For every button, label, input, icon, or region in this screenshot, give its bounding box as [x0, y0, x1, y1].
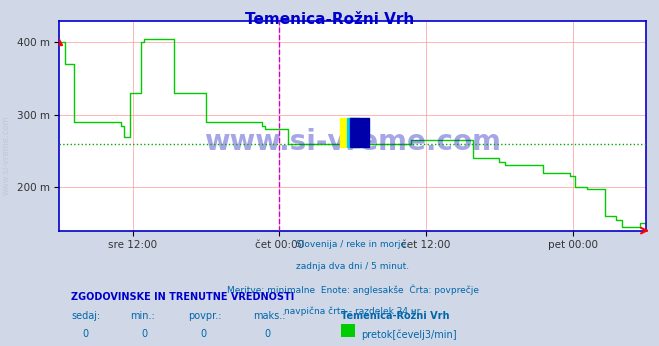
Text: sedaj:: sedaj: [71, 311, 100, 321]
Text: www.si-vreme.com: www.si-vreme.com [2, 116, 11, 195]
Text: Temenica-Rožni Vrh: Temenica-Rožni Vrh [245, 12, 414, 27]
Bar [339, 118, 355, 147]
Text: 0: 0 [265, 329, 271, 339]
Text: 0: 0 [200, 329, 206, 339]
Text: ZGODOVINSKE IN TRENUTNE VREDNOSTI: ZGODOVINSKE IN TRENUTNE VREDNOSTI [71, 292, 295, 302]
Text: Slovenija / reke in morje.: Slovenija / reke in morje. [296, 239, 409, 248]
Text: 0: 0 [142, 329, 148, 339]
Text: min.:: min.: [130, 311, 154, 321]
Text: pretok[čevelj3/min]: pretok[čevelj3/min] [361, 329, 457, 340]
Text: povpr.:: povpr.: [188, 311, 222, 321]
Text: Meritve: minimalne  Enote: anglesakše  Črta: povprečje: Meritve: minimalne Enote: anglesakše Črt… [227, 284, 478, 295]
Text: navpična črta - razdelek 24 ur: navpična črta - razdelek 24 ur [285, 307, 420, 316]
Text: www.si-vreme.com: www.si-vreme.com [204, 128, 501, 156]
Text: zadnja dva dni / 5 minut.: zadnja dva dni / 5 minut. [296, 262, 409, 271]
Bar [350, 118, 369, 147]
Bar [347, 118, 358, 147]
Text: 0: 0 [83, 329, 89, 339]
Text: Temenica-Rožni Vrh: Temenica-Rožni Vrh [341, 311, 449, 321]
Bar [341, 324, 355, 337]
Text: maks.:: maks.: [253, 311, 285, 321]
